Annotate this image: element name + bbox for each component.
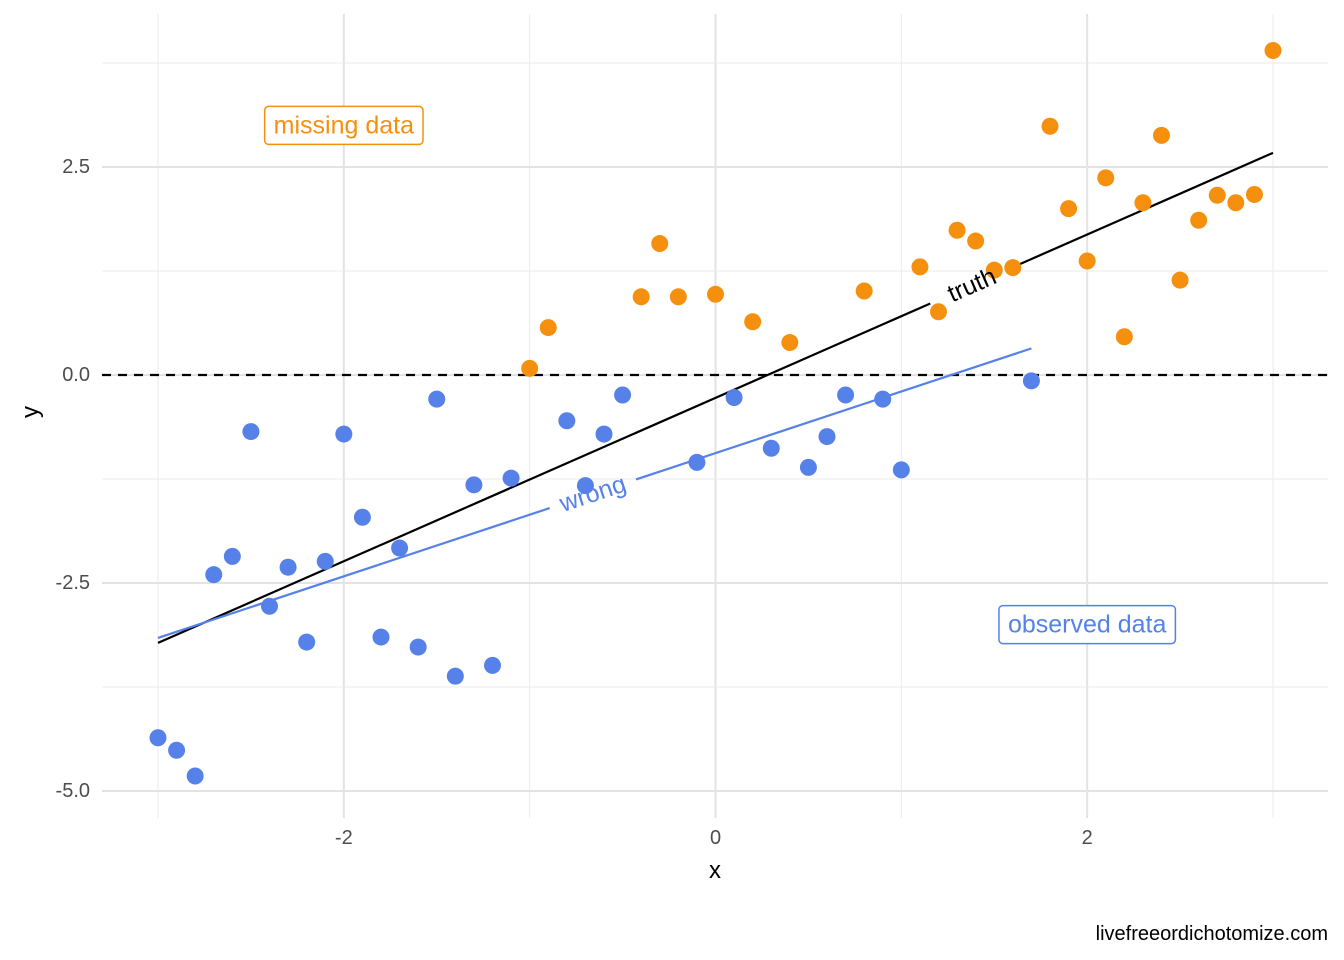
missing-data-annotation: missing data [263,105,424,146]
observed-data-annotation: observed data [998,604,1177,645]
missing-data-point [1041,117,1059,135]
observed-data-point [484,656,501,674]
observed-data-point [595,425,613,443]
missing-data-point [632,288,650,306]
data-points [149,42,1282,785]
observed-data-annotation-box [998,604,1177,645]
observed-data-point [279,558,297,576]
missing-data-point [1190,211,1208,229]
observed-data-point [372,628,390,646]
y-tick-label: -5.0 [56,780,90,802]
missing-data-point [707,285,724,303]
observed-data-point [242,423,260,441]
observed-data-point [874,390,892,408]
observed-data-point [614,386,632,404]
missing-data-point [781,334,799,352]
x-tick-label: -2 [335,827,353,849]
missing-data-point [930,303,947,321]
observed-data-point [298,633,316,651]
observed-data-point [558,412,576,430]
missing-data-point [1115,328,1133,346]
observed-data-point [446,667,464,685]
y-tick-label: 2.5 [62,156,90,178]
observed-data-point [168,741,186,759]
annotations: missing data observed data [263,105,1177,645]
observed-data-point [799,458,817,476]
observed-data-point [837,386,855,404]
x-tick-label: 0 [710,827,721,849]
missing-data-point [1004,259,1022,277]
truth-line-label: truth [943,262,1000,308]
missing-data-point [967,232,985,250]
missing-data-point [521,359,539,377]
observed-data-point [818,428,836,446]
observed-data-point [186,767,204,785]
missing-data-annotation-text: missing data [274,111,414,139]
observed-data-point [261,597,278,615]
observed-data-point [205,566,223,584]
missing-data-point [1153,126,1170,144]
missing-data-point [651,235,669,253]
missing-data-point [1134,194,1152,212]
observed-data-point [762,439,780,457]
y-axis-title: y [17,406,44,418]
observed-data-point [725,388,743,406]
source-credit: livefreeordichotomize.com [1095,923,1328,945]
missing-data-point [539,319,557,337]
missing-data-point [1208,186,1226,204]
observed-data-point [892,461,910,479]
observed-data-point [223,547,241,565]
observed-data-point [391,539,409,557]
observed-data-point [353,508,371,526]
missing-data-point [911,258,929,276]
observed-data-point [576,477,594,495]
missing-data-point [855,282,873,300]
missing-data-annotation-box [263,105,424,146]
observed-data-point [149,729,167,747]
missing-data-point [1171,271,1189,289]
wrong-line-label: wrong [555,470,629,518]
observed-data-annotation-text: observed data [1008,611,1167,639]
missing-data-point [1227,194,1245,212]
wrong-line [157,507,551,639]
observed-data-point [465,476,483,494]
observed-data-point [1022,372,1040,390]
missing-data-point [1078,252,1096,270]
missing-data-point [948,221,966,239]
missing-data-point [669,288,687,306]
missing-data-point [1097,169,1115,187]
y-axis-ticks: -5.0 -2.5 0.0 2.5 [56,156,90,802]
observed-data-point [335,425,353,443]
truth-line [157,302,931,644]
observed-data-point [688,453,706,471]
missing-data-point [1264,42,1282,60]
observed-data-point [428,390,446,408]
y-tick-label: -2.5 [56,572,90,594]
x-axis-ticks: -2 0 2 [335,827,1093,849]
x-tick-label: 2 [1082,827,1093,849]
observed-data-point [409,638,427,656]
missing-data-point [1245,185,1263,203]
x-axis-title: x [709,857,721,884]
observed-data-point [502,469,520,487]
missing-data-point [985,261,1003,279]
missing-data-point [1060,200,1078,218]
observed-data-point [316,552,334,570]
y-tick-label: 0.0 [62,364,90,386]
missing-data-point [744,313,762,331]
